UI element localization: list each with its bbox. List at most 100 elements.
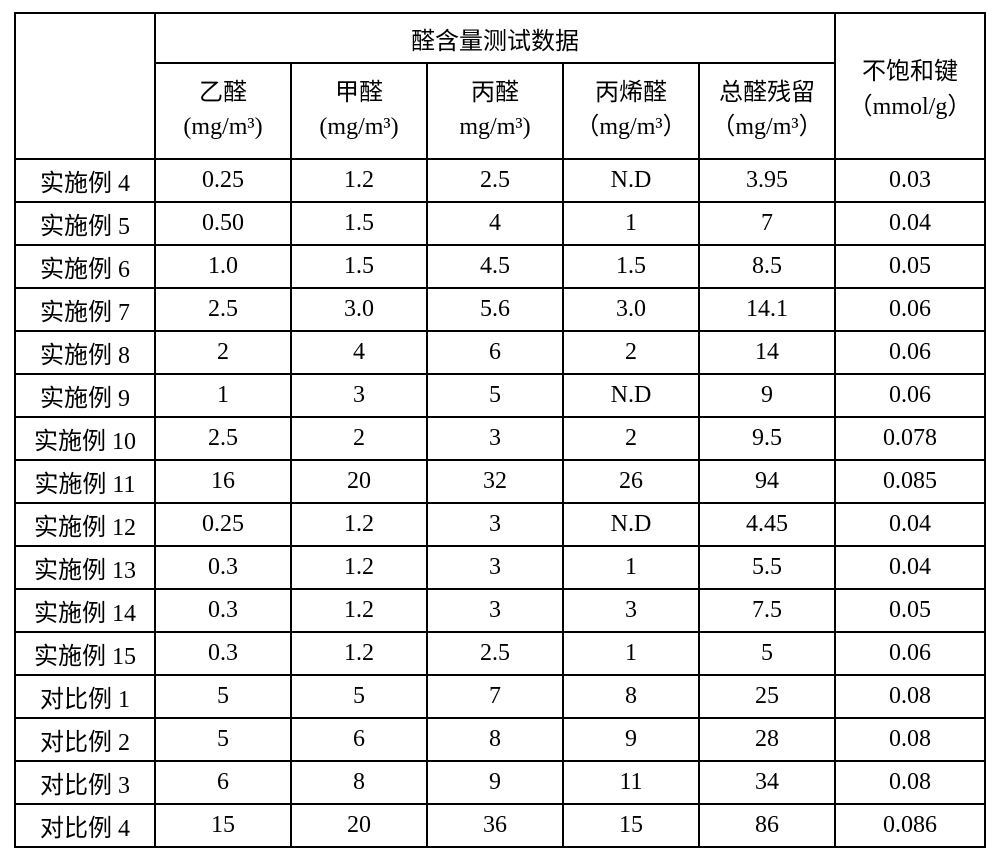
header-c2-name: 甲醛	[292, 77, 426, 111]
table-body: 实施例 40.251.22.5N.D3.950.03实施例 50.501.541…	[15, 159, 985, 847]
table-row: 实施例 50.501.54170.04	[15, 202, 985, 245]
row-label: 实施例 7	[15, 288, 155, 331]
header-formaldehyde: 甲醛 (mg/m³)	[291, 63, 427, 159]
table-row: 实施例 102.52329.50.078	[15, 417, 985, 460]
cell-unsaturated-bond: 0.06	[835, 288, 985, 331]
cell-acrolein: 3.0	[563, 288, 699, 331]
row-label: 实施例 13	[15, 546, 155, 589]
cell-unsaturated-bond: 0.05	[835, 589, 985, 632]
cell-unsaturated-bond: 0.05	[835, 245, 985, 288]
cell-total-aldehyde: 5	[699, 632, 835, 675]
cell-unsaturated-bond: 0.08	[835, 718, 985, 761]
cell-formaldehyde: 8	[291, 761, 427, 804]
table-row: 对比例 15578250.08	[15, 675, 985, 718]
cell-acetaldehyde: 6	[155, 761, 291, 804]
cell-unsaturated-bond: 0.04	[835, 503, 985, 546]
cell-formaldehyde: 1.2	[291, 546, 427, 589]
cell-acrolein: 2	[563, 331, 699, 374]
cell-formaldehyde: 4	[291, 331, 427, 374]
cell-total-aldehyde: 7.5	[699, 589, 835, 632]
table-row: 对比例 415203615860.086	[15, 804, 985, 847]
row-label: 对比例 4	[15, 804, 155, 847]
cell-acetaldehyde: 5	[155, 718, 291, 761]
header-c4-name: 丙烯醛	[564, 77, 698, 111]
cell-formaldehyde: 3.0	[291, 288, 427, 331]
cell-propanal: 5.6	[427, 288, 563, 331]
cell-total-aldehyde: 3.95	[699, 159, 835, 202]
header-c3-name: 丙醛	[428, 77, 562, 111]
cell-formaldehyde: 20	[291, 460, 427, 503]
cell-unsaturated-bond: 0.04	[835, 202, 985, 245]
table-row: 实施例 140.31.2337.50.05	[15, 589, 985, 632]
table-row: 实施例 9135N.D90.06	[15, 374, 985, 417]
cell-propanal: 7	[427, 675, 563, 718]
cell-acetaldehyde: 2.5	[155, 288, 291, 331]
cell-propanal: 3	[427, 589, 563, 632]
cell-acrolein: 1	[563, 202, 699, 245]
row-label: 实施例 6	[15, 245, 155, 288]
cell-propanal: 3	[427, 546, 563, 589]
row-label: 实施例 10	[15, 417, 155, 460]
cell-unsaturated-bond: 0.06	[835, 632, 985, 675]
cell-propanal: 36	[427, 804, 563, 847]
row-label: 实施例 12	[15, 503, 155, 546]
cell-acrolein: 1	[563, 546, 699, 589]
cell-acrolein: N.D	[563, 503, 699, 546]
header-unsat-line1: 不饱和键	[836, 51, 984, 86]
cell-unsaturated-bond: 0.08	[835, 675, 985, 718]
header-acrolein: 丙烯醛 （mg/m³）	[563, 63, 699, 159]
cell-total-aldehyde: 14	[699, 331, 835, 374]
cell-total-aldehyde: 28	[699, 718, 835, 761]
table-row: 对比例 368911340.08	[15, 761, 985, 804]
row-label: 实施例 4	[15, 159, 155, 202]
header-total-aldehyde: 总醛残留 （mg/m³）	[699, 63, 835, 159]
cell-total-aldehyde: 9	[699, 374, 835, 417]
cell-total-aldehyde: 94	[699, 460, 835, 503]
header-unsat-line2: （mmol/g）	[836, 86, 984, 121]
cell-propanal: 3	[427, 503, 563, 546]
cell-propanal: 4.5	[427, 245, 563, 288]
cell-acetaldehyde: 0.50	[155, 202, 291, 245]
cell-unsaturated-bond: 0.078	[835, 417, 985, 460]
cell-propanal: 8	[427, 718, 563, 761]
cell-acrolein: 26	[563, 460, 699, 503]
table-row: 实施例 130.31.2315.50.04	[15, 546, 985, 589]
cell-acrolein: 9	[563, 718, 699, 761]
cell-acrolein: 1.5	[563, 245, 699, 288]
row-label: 对比例 3	[15, 761, 155, 804]
cell-unsaturated-bond: 0.03	[835, 159, 985, 202]
cell-propanal: 3	[427, 417, 563, 460]
row-label: 实施例 11	[15, 460, 155, 503]
row-label: 对比例 1	[15, 675, 155, 718]
cell-acrolein: 15	[563, 804, 699, 847]
table-row: 实施例 1116203226940.085	[15, 460, 985, 503]
cell-total-aldehyde: 5.5	[699, 546, 835, 589]
cell-acetaldehyde: 0.25	[155, 503, 291, 546]
cell-unsaturated-bond: 0.086	[835, 804, 985, 847]
cell-acetaldehyde: 15	[155, 804, 291, 847]
cell-unsaturated-bond: 0.08	[835, 761, 985, 804]
cell-acetaldehyde: 1.0	[155, 245, 291, 288]
cell-acetaldehyde: 0.3	[155, 589, 291, 632]
aldehyde-data-table: 醛含量测试数据 不饱和键 （mmol/g） 乙醛 (mg/m³) 甲醛 (mg/…	[14, 12, 986, 848]
row-label: 对比例 2	[15, 718, 155, 761]
cell-total-aldehyde: 86	[699, 804, 835, 847]
cell-formaldehyde: 1.5	[291, 245, 427, 288]
table-row: 实施例 40.251.22.5N.D3.950.03	[15, 159, 985, 202]
header-group-aldehyde: 醛含量测试数据	[155, 13, 835, 63]
cell-acrolein: N.D	[563, 374, 699, 417]
cell-acetaldehyde: 16	[155, 460, 291, 503]
header-c5-name: 总醛残留	[700, 77, 834, 111]
table-row: 实施例 82462140.06	[15, 331, 985, 374]
cell-formaldehyde: 1.2	[291, 159, 427, 202]
cell-acetaldehyde: 0.3	[155, 546, 291, 589]
cell-acrolein: 11	[563, 761, 699, 804]
cell-total-aldehyde: 4.45	[699, 503, 835, 546]
cell-propanal: 32	[427, 460, 563, 503]
cell-formaldehyde: 5	[291, 675, 427, 718]
table-row: 实施例 150.31.22.5150.06	[15, 632, 985, 675]
header-c2-unit: (mg/m³)	[292, 111, 426, 145]
row-label: 实施例 14	[15, 589, 155, 632]
cell-unsaturated-bond: 0.06	[835, 331, 985, 374]
cell-formaldehyde: 3	[291, 374, 427, 417]
